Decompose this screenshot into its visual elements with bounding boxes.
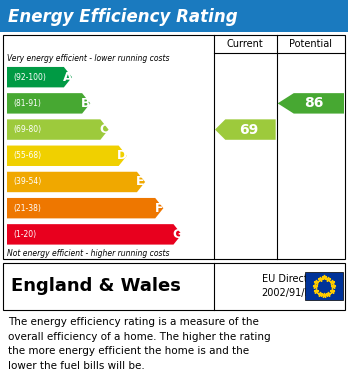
Text: The energy efficiency rating is a measure of the
overall efficiency of a home. T: The energy efficiency rating is a measur…	[8, 317, 271, 371]
Text: D: D	[117, 149, 127, 162]
Polygon shape	[7, 119, 109, 140]
Text: (69-80): (69-80)	[13, 125, 41, 134]
Text: B: B	[81, 97, 90, 110]
Polygon shape	[7, 172, 145, 192]
Text: 86: 86	[304, 96, 324, 110]
Text: Not energy efficient - higher running costs: Not energy efficient - higher running co…	[7, 249, 169, 258]
Bar	[3, 35, 345, 259]
Polygon shape	[7, 198, 163, 219]
Bar	[305, 273, 343, 300]
Text: E: E	[136, 176, 145, 188]
Text: A: A	[63, 71, 72, 84]
Text: C: C	[100, 123, 109, 136]
Bar	[0, 0, 348, 32]
Text: (1-20): (1-20)	[13, 230, 36, 239]
Text: (92-100): (92-100)	[13, 73, 46, 82]
Polygon shape	[7, 67, 72, 87]
Text: (55-68): (55-68)	[13, 151, 41, 160]
Text: England & Wales: England & Wales	[11, 277, 181, 296]
Text: EU Directive
2002/91/EC: EU Directive 2002/91/EC	[261, 274, 322, 298]
Text: (39-54): (39-54)	[13, 178, 41, 187]
Bar	[3, 263, 345, 310]
Text: (81-91): (81-91)	[13, 99, 41, 108]
Text: (21-38): (21-38)	[13, 204, 41, 213]
Polygon shape	[7, 145, 127, 166]
Text: Energy Efficiency Rating: Energy Efficiency Rating	[8, 8, 238, 26]
Polygon shape	[278, 93, 344, 113]
Text: G: G	[172, 228, 182, 241]
Text: Very energy efficient - lower running costs: Very energy efficient - lower running co…	[7, 54, 169, 63]
Polygon shape	[215, 119, 276, 140]
Text: Current: Current	[227, 39, 264, 49]
Text: Potential: Potential	[289, 39, 332, 49]
Polygon shape	[7, 224, 182, 245]
Polygon shape	[7, 93, 90, 113]
Text: F: F	[155, 202, 163, 215]
Text: 69: 69	[239, 122, 258, 136]
